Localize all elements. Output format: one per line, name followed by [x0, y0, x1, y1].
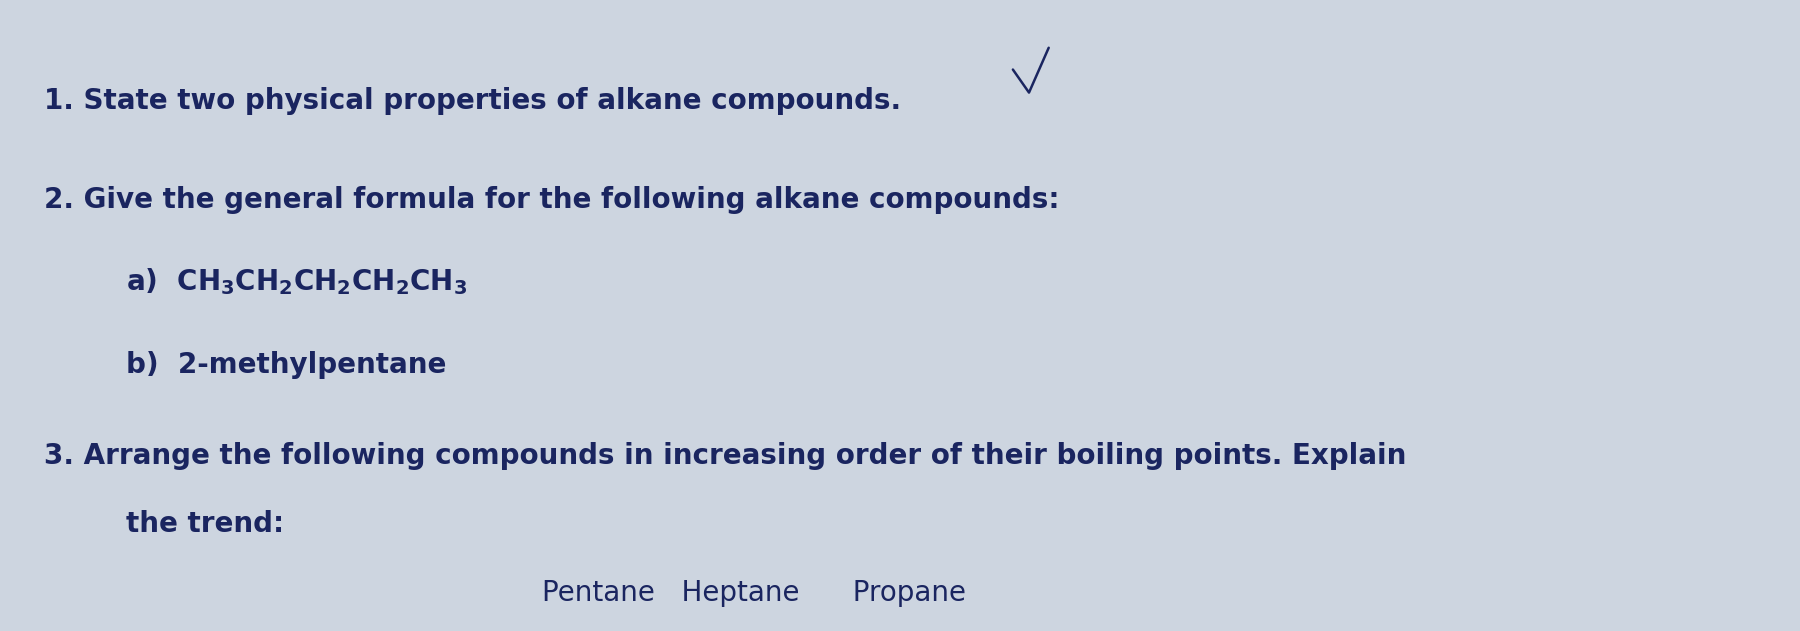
Text: Pentane   Heptane      Propane: Pentane Heptane Propane: [542, 579, 965, 606]
Text: 1. State two physical properties of alkane compounds.: 1. State two physical properties of alka…: [43, 86, 900, 115]
Text: b)  2-methylpentane: b) 2-methylpentane: [126, 351, 446, 379]
Text: the trend:: the trend:: [126, 510, 284, 538]
Text: 3. Arrange the following compounds in increasing order of their boiling points. : 3. Arrange the following compounds in in…: [43, 442, 1406, 469]
Text: a)  $\mathbf{CH_3CH_2CH_2CH_2CH_3}$: a) $\mathbf{CH_3CH_2CH_2CH_2CH_3}$: [126, 266, 468, 297]
Text: 2. Give the general formula for the following alkane compounds:: 2. Give the general formula for the foll…: [43, 186, 1058, 215]
